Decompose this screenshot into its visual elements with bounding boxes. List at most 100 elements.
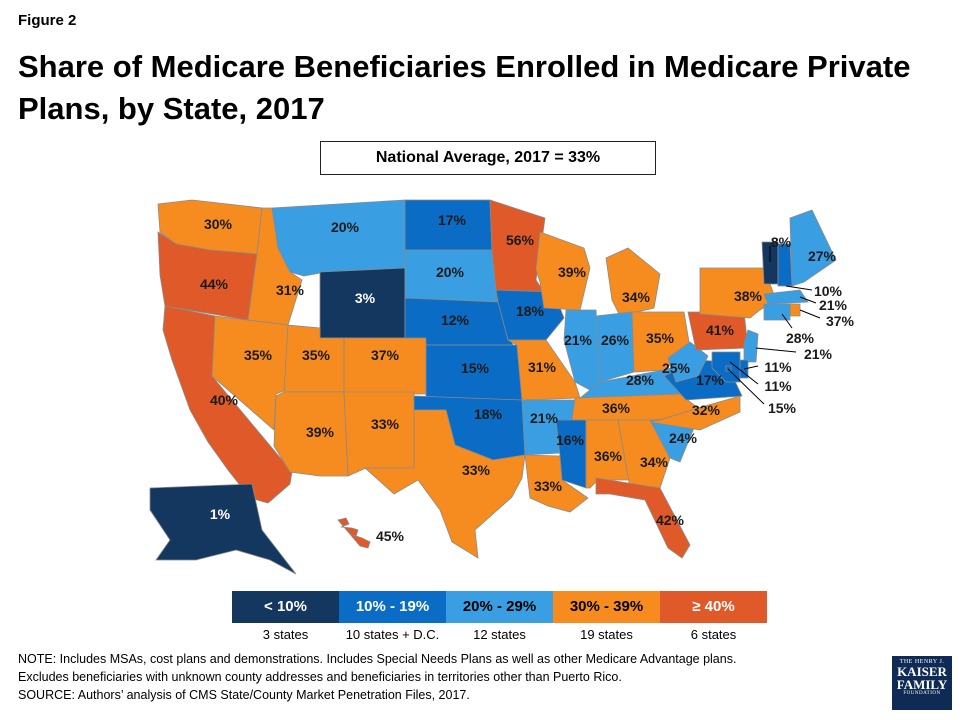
state-me bbox=[789, 209, 837, 287]
notes: NOTE: Includes MSAs, cost plans and demo… bbox=[18, 650, 878, 704]
kff-logo: THE HENRY J. KAISER FAMILY FOUNDATION bbox=[892, 656, 952, 710]
legend-count-20-29: 12 states bbox=[473, 627, 526, 642]
state-value-pa: 41% bbox=[706, 322, 735, 338]
state-nm bbox=[343, 391, 415, 477]
state-wv bbox=[667, 341, 709, 383]
state-value-ma: 21% bbox=[819, 297, 848, 313]
state-value-me: 27% bbox=[808, 248, 837, 264]
state-ma bbox=[763, 289, 809, 305]
state-hi bbox=[337, 517, 371, 549]
state-value-ia: 18% bbox=[516, 303, 545, 319]
legend-count-30-39: 19 states bbox=[580, 627, 633, 642]
legend-item-20-29: 20% - 29% 12 states bbox=[446, 591, 553, 642]
state-value-ga: 34% bbox=[640, 454, 669, 470]
state-value-dc: 15% bbox=[768, 400, 797, 416]
state-value-ky: 28% bbox=[626, 372, 655, 388]
state-value-mi: 34% bbox=[622, 289, 651, 305]
map-title: Share of Medicare Beneficiaries Enrolled… bbox=[18, 49, 911, 126]
legend-item-10-19: 10% - 19% 10 states + D.C. bbox=[339, 591, 446, 642]
state-value-id: 31% bbox=[276, 282, 305, 298]
note-line: Excludes beneficiaries with unknown coun… bbox=[18, 670, 622, 684]
state-value-ca: 40% bbox=[210, 392, 239, 408]
state-value-hi: 45% bbox=[376, 528, 405, 544]
state-value-tx: 33% bbox=[462, 462, 491, 478]
state-ri bbox=[789, 303, 801, 317]
state-value-nm: 33% bbox=[371, 416, 400, 432]
state-value-va: 17% bbox=[696, 372, 725, 388]
state-tx bbox=[363, 409, 526, 559]
state-value-nv: 35% bbox=[244, 347, 273, 363]
state-fl bbox=[595, 477, 691, 559]
figure-label: Figure 2 bbox=[18, 12, 77, 29]
state-value-mn: 56% bbox=[506, 232, 535, 248]
state-value-wa: 30% bbox=[204, 216, 233, 232]
leader-line-dc bbox=[727, 368, 765, 405]
state-value-ny: 38% bbox=[734, 288, 763, 304]
state-nh bbox=[777, 243, 793, 287]
state-value-de: 11% bbox=[764, 359, 792, 375]
state-value-ct: 28% bbox=[786, 330, 815, 346]
state-nj bbox=[743, 329, 759, 363]
logo-line: THE HENRY J. bbox=[899, 659, 945, 665]
legend-swatch-30-39: 30% - 39% bbox=[553, 591, 660, 623]
state-value-co: 37% bbox=[371, 347, 400, 363]
state-nc bbox=[649, 395, 741, 431]
national-average-box: National Average, 2017 = 33% bbox=[320, 141, 656, 175]
state-value-or: 44% bbox=[200, 276, 229, 292]
state-ms bbox=[555, 419, 587, 489]
legend-swatch-10-19: 10% - 19% bbox=[339, 591, 446, 623]
logo-line: KAISER bbox=[897, 664, 947, 679]
state-value-oh: 35% bbox=[646, 330, 675, 346]
state-value-ok: 18% bbox=[474, 406, 503, 422]
leader-line-de bbox=[743, 365, 759, 370]
state-value-nj: 21% bbox=[804, 346, 833, 362]
state-value-al: 36% bbox=[594, 448, 623, 464]
state-value-ms: 16% bbox=[556, 432, 585, 448]
state-value-il: 21% bbox=[564, 332, 593, 348]
state-value-mo: 31% bbox=[528, 359, 557, 375]
state-value-ut: 35% bbox=[302, 347, 331, 363]
state-value-nd: 17% bbox=[438, 212, 467, 228]
state-value-sc: 24% bbox=[669, 430, 698, 446]
legend-count-lt10: 3 states bbox=[262, 627, 309, 642]
leader-line-nj bbox=[755, 347, 797, 353]
legend-swatch-ge40: ≥ 40% bbox=[660, 591, 767, 623]
note-line: NOTE: Includes MSAs, cost plans and demo… bbox=[18, 652, 737, 666]
legend-count-ge40: 6 states bbox=[690, 627, 737, 642]
legend-count-10-19: 10 states + D.C. bbox=[345, 627, 440, 642]
state-value-in: 26% bbox=[601, 332, 630, 348]
state-ak bbox=[149, 483, 297, 575]
logo-line: FOUNDATION bbox=[903, 691, 941, 696]
legend-swatch-lt10: < 10% bbox=[232, 591, 339, 623]
state-value-la: 33% bbox=[534, 478, 563, 494]
state-value-nc: 32% bbox=[692, 402, 721, 418]
state-value-ak: 1% bbox=[210, 506, 231, 522]
state-value-fl: 42% bbox=[656, 512, 685, 528]
state-wi bbox=[535, 231, 591, 311]
leader-line-ma bbox=[799, 296, 817, 304]
state-value-ri: 37% bbox=[826, 313, 855, 329]
state-value-az: 39% bbox=[306, 424, 335, 440]
state-value-ar: 21% bbox=[530, 410, 559, 426]
state-value-wv: 25% bbox=[662, 360, 691, 376]
leader-line-ct bbox=[781, 313, 793, 329]
state-value-ne: 12% bbox=[441, 312, 470, 328]
state-value-tn: 36% bbox=[602, 400, 631, 416]
legend-swatch-20-29: 20% - 29% bbox=[446, 591, 553, 623]
legend: < 10% 3 states 10% - 19% 10 states + D.C… bbox=[232, 591, 767, 642]
source-line: SOURCE: Authors’ analysis of CMS State/C… bbox=[18, 688, 470, 702]
state-value-wy: 3% bbox=[355, 290, 376, 306]
state-value-sd: 20% bbox=[436, 264, 465, 280]
state-value-nh: 10% bbox=[814, 283, 843, 299]
state-value-md: 11% bbox=[764, 378, 792, 394]
state-value-ks: 15% bbox=[461, 360, 490, 376]
state-value-mt: 20% bbox=[331, 219, 360, 235]
leader-line-nh bbox=[785, 285, 813, 291]
state-dc bbox=[725, 365, 732, 372]
leader-line-md bbox=[729, 361, 759, 385]
legend-item-30-39: 30% - 39% 19 states bbox=[553, 591, 660, 642]
state-ct bbox=[763, 303, 791, 321]
legend-item-lt10: < 10% 3 states bbox=[232, 591, 339, 642]
state-value-vt: 8% bbox=[771, 234, 792, 250]
state-mi bbox=[605, 247, 661, 317]
